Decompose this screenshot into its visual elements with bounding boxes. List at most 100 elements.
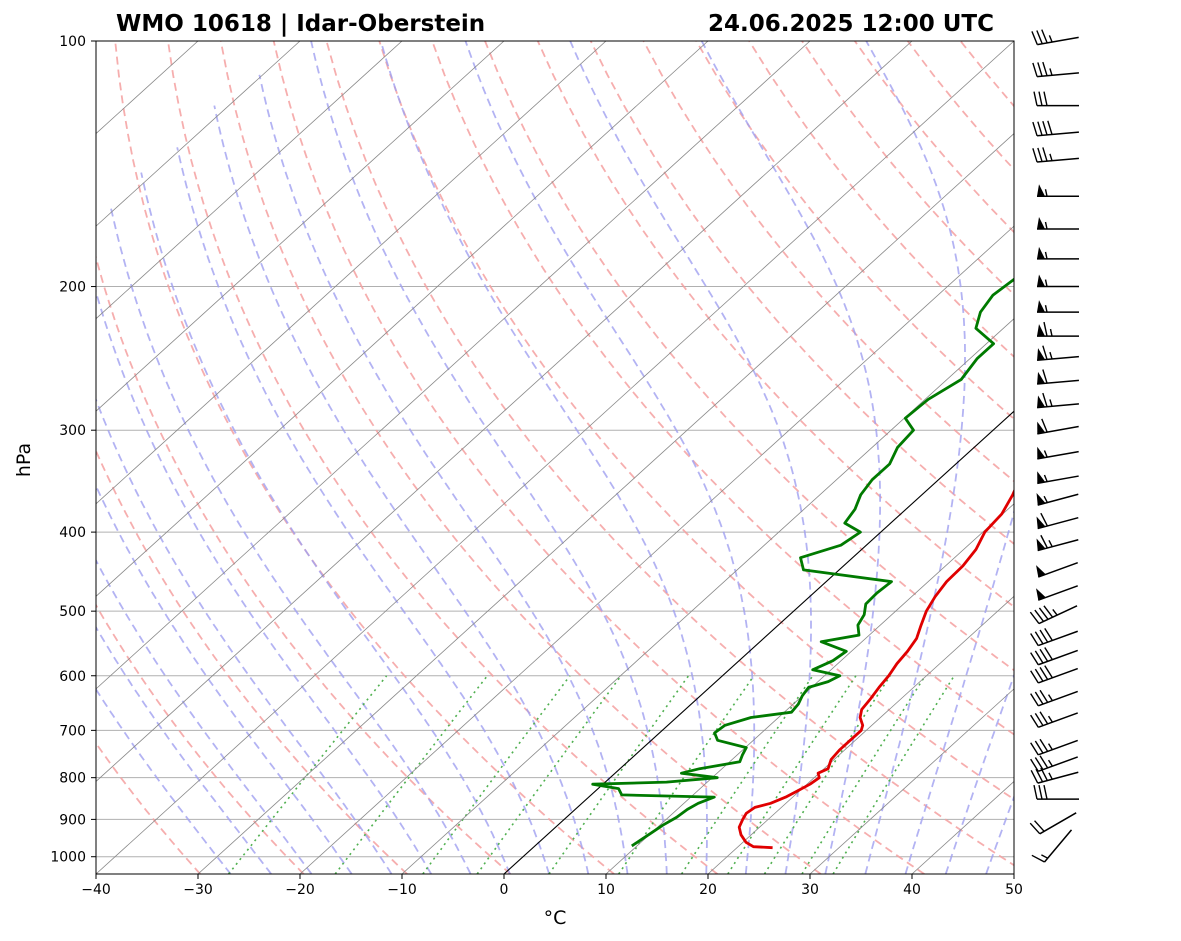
x-tick-label: 50 xyxy=(1005,882,1023,898)
wind-barb xyxy=(1037,471,1079,485)
wind-barb xyxy=(1032,120,1079,137)
moist-adiabat xyxy=(176,147,550,874)
wind-barb xyxy=(1037,418,1079,435)
y-tick-label: 1000 xyxy=(50,850,86,866)
isotherm xyxy=(96,41,709,597)
wind-barb-flag xyxy=(1032,148,1038,163)
wind-barb xyxy=(1033,91,1079,107)
wind-barb-half-flag xyxy=(1047,715,1053,723)
wind-barb-flag xyxy=(1039,648,1049,662)
isotherm xyxy=(809,688,1014,874)
dry-adiabat xyxy=(96,448,408,874)
wind-barb-staff xyxy=(1037,771,1079,784)
isotherm xyxy=(96,41,505,412)
dry-adiabat xyxy=(325,41,1014,867)
wind-barb-staff xyxy=(1037,36,1079,46)
wind-barb-half-flag xyxy=(1048,772,1053,780)
wind-barb-half-flag xyxy=(1043,474,1048,482)
dry-adiabat xyxy=(219,41,822,874)
wind-barb-staff xyxy=(1039,812,1077,835)
dry-adiabat xyxy=(854,41,1014,234)
y-tick-label: 600 xyxy=(59,669,86,685)
wind-barb-pennant xyxy=(1037,216,1045,229)
wind-barb xyxy=(1030,767,1079,784)
wind-barb-half-flag xyxy=(1044,279,1048,287)
mixing-ratio-line xyxy=(476,675,622,874)
title-datetime: 24.06.2025 12:00 UTC xyxy=(708,11,994,37)
wind-barb-half-flag xyxy=(1048,35,1053,43)
wind-barb-staff xyxy=(1037,131,1079,137)
moist-adiabat xyxy=(864,41,966,874)
wind-barb-flag xyxy=(1041,29,1048,44)
dry-adiabat xyxy=(378,41,1014,801)
wind-barb-flag xyxy=(1033,91,1038,106)
wind-barb-staff xyxy=(1038,667,1078,684)
moist-adiabat xyxy=(140,172,511,874)
wind-barb xyxy=(1037,274,1079,288)
wind-barb xyxy=(1032,147,1079,163)
wind-barb-flag xyxy=(1034,757,1044,770)
mixing-ratio-line xyxy=(832,675,955,874)
isotherm xyxy=(96,41,403,320)
wind-barb xyxy=(1037,446,1079,460)
moist-adiabat xyxy=(96,483,353,874)
wind-barb-pennant xyxy=(1036,492,1046,506)
wind-barb-staff xyxy=(1037,379,1079,385)
wind-barb-flag xyxy=(1034,691,1044,705)
isotherm xyxy=(96,41,1014,874)
wind-barb-flag xyxy=(1043,91,1048,106)
dry-adiabat xyxy=(272,41,925,874)
wind-barb-pennant xyxy=(1037,371,1046,385)
wind-barb-pennant xyxy=(1037,300,1045,313)
moist-adiabat xyxy=(985,794,1014,874)
x-axis: −40 −30 −20 −10 0 10 20 30 40 50 xyxy=(81,874,1023,898)
dry-adiabat xyxy=(167,41,718,874)
x-tick-label: −40 xyxy=(81,882,111,898)
wind-barb-half-flag xyxy=(1043,450,1048,458)
isotherm xyxy=(96,41,607,505)
dry-adiabat xyxy=(801,41,1014,296)
wind-barb-staff xyxy=(1038,605,1078,625)
wind-barb-flag xyxy=(1030,693,1039,707)
wind-barb-flag xyxy=(1030,670,1039,684)
wind-barb-flag xyxy=(1042,121,1048,136)
dry-adiabat xyxy=(695,41,1014,421)
dry-adiabat xyxy=(589,41,1014,545)
moist-adiabat xyxy=(96,558,313,874)
isotherm xyxy=(96,41,811,690)
wind-barb-half-flag xyxy=(1044,305,1048,313)
mixing-ratio-line xyxy=(763,675,891,874)
wind-barb xyxy=(1030,711,1078,728)
wind-barb-half-flag xyxy=(1047,694,1053,702)
wind-barb-flag xyxy=(1044,647,1053,661)
wind-barb xyxy=(1033,784,1079,800)
wind-barb-flag xyxy=(1037,62,1043,77)
wind-barb xyxy=(1037,345,1079,362)
wind-barb xyxy=(1030,738,1078,756)
wind-barb-flag xyxy=(1034,668,1044,682)
wind-barb-flag xyxy=(1042,345,1048,360)
wind-barb-pennant xyxy=(1037,471,1046,484)
dry-adiabat xyxy=(431,41,1014,736)
wind-barb-staff xyxy=(1038,756,1078,773)
moist-adiabats xyxy=(96,41,1014,874)
wind-barb-pennant xyxy=(1037,421,1046,434)
wind-barb-half-flag xyxy=(1043,495,1048,503)
wind-barb xyxy=(1037,216,1079,230)
wind-barb xyxy=(1031,29,1079,46)
wind-barb-staff xyxy=(1038,690,1078,707)
wind-barb-flag xyxy=(1043,784,1048,800)
mixing-ratio-line xyxy=(727,675,857,874)
x-tick-label: 30 xyxy=(801,882,819,898)
wind-barb-flag xyxy=(1040,767,1048,781)
wind-barb-flag xyxy=(1030,770,1039,784)
wind-barb-flag xyxy=(1030,633,1039,646)
wind-barb-flag xyxy=(1042,369,1048,384)
wind-barb-pennant xyxy=(1036,588,1046,601)
isotherm xyxy=(96,41,913,782)
wind-barb xyxy=(1030,647,1078,666)
mixing-ratio-line xyxy=(227,675,388,874)
wind-barb-flag xyxy=(1039,738,1049,752)
wind-barb-staff xyxy=(1038,585,1078,601)
